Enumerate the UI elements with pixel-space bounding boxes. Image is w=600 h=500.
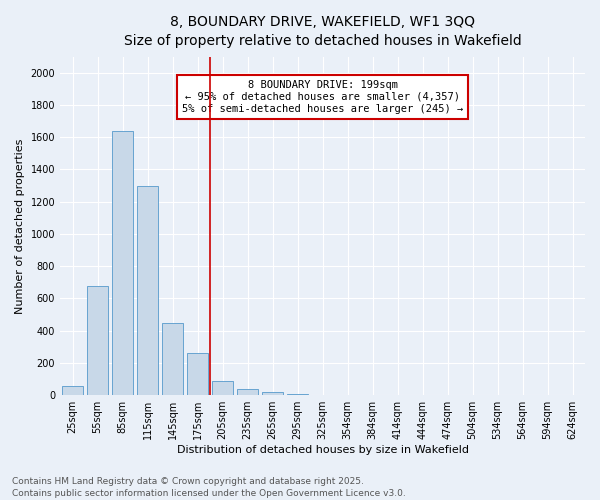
Bar bbox=[237, 389, 258, 395]
Y-axis label: Number of detached properties: Number of detached properties bbox=[15, 138, 25, 314]
Bar bbox=[212, 380, 233, 395]
Bar bbox=[262, 392, 283, 395]
Bar bbox=[137, 186, 158, 395]
Title: 8, BOUNDARY DRIVE, WAKEFIELD, WF1 3QQ
Size of property relative to detached hous: 8, BOUNDARY DRIVE, WAKEFIELD, WF1 3QQ Si… bbox=[124, 15, 521, 48]
Bar bbox=[87, 286, 108, 395]
Text: 8 BOUNDARY DRIVE: 199sqm
← 95% of detached houses are smaller (4,357)
5% of semi: 8 BOUNDARY DRIVE: 199sqm ← 95% of detach… bbox=[182, 80, 463, 114]
Bar bbox=[187, 354, 208, 395]
Bar bbox=[162, 322, 183, 395]
Text: Contains HM Land Registry data © Crown copyright and database right 2025.
Contai: Contains HM Land Registry data © Crown c… bbox=[12, 476, 406, 498]
Bar bbox=[62, 386, 83, 395]
Bar bbox=[287, 394, 308, 395]
X-axis label: Distribution of detached houses by size in Wakefield: Distribution of detached houses by size … bbox=[176, 445, 469, 455]
Bar bbox=[112, 131, 133, 395]
